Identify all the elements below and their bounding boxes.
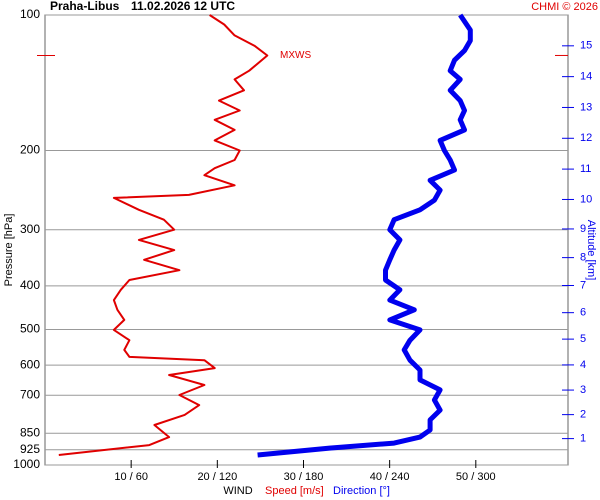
y2-tick-label: 6 [580, 307, 586, 319]
mxws-label: MXWS [280, 50, 311, 61]
profile-line [257, 13, 473, 458]
y2-tick-label: 8 [580, 252, 586, 264]
y2-tick-label: 3 [580, 384, 586, 396]
y-tick-label: 300 [20, 222, 40, 236]
y2-tick-label: 1 [580, 433, 586, 445]
y2-tick-label: 14 [580, 71, 592, 83]
y-tick-label: 200 [20, 143, 40, 157]
y2-tick-label: 2 [580, 409, 586, 421]
y2-tick-label: 9 [580, 223, 586, 235]
x-axis-label: WIND [223, 485, 252, 497]
y2-tick-label: 7 [580, 279, 586, 291]
x-tick-label: 50 / 300 [456, 471, 496, 483]
y-tick-label: 600 [20, 357, 40, 371]
y-tick-label: 100 [20, 7, 40, 21]
y-tick-label: 400 [20, 278, 40, 292]
plot-frame [44, 14, 569, 466]
y2-tick-label: 15 [580, 40, 592, 52]
y-tick-label: 925 [20, 442, 40, 456]
y2-tick-label: 12 [580, 132, 592, 144]
chart-subtitle: 11.02.2026 12 UTC [131, 0, 235, 13]
y2-tick-label: 5 [580, 333, 586, 345]
y2-axis-label: Altitude [km] [585, 220, 597, 281]
y-tick-label: 1000 [13, 457, 40, 471]
y-tick-label: 700 [20, 387, 40, 401]
legend-label: Speed [m/s] [265, 485, 324, 497]
y2-tick-label: 4 [580, 359, 586, 371]
x-tick-label: 10 / 60 [114, 471, 148, 483]
chart-title: Praha-Libus [50, 0, 120, 13]
x-tick-label: 30 / 180 [284, 471, 324, 483]
profile-line [58, 14, 269, 456]
legend-label: Direction [°] [333, 485, 390, 497]
credit: CHMI © 2026 [531, 1, 598, 13]
x-tick-label: 40 / 240 [370, 471, 410, 483]
y-axis-label: Pressure [hPa] [3, 214, 15, 287]
y-tick-label: 850 [20, 425, 40, 439]
y2-tick-label: 10 [580, 193, 592, 205]
x-tick-label: 20 / 120 [197, 471, 237, 483]
y-tick-label: 500 [20, 322, 40, 336]
y2-tick-label: 11 [580, 163, 591, 175]
y2-tick-label: 13 [580, 101, 592, 113]
